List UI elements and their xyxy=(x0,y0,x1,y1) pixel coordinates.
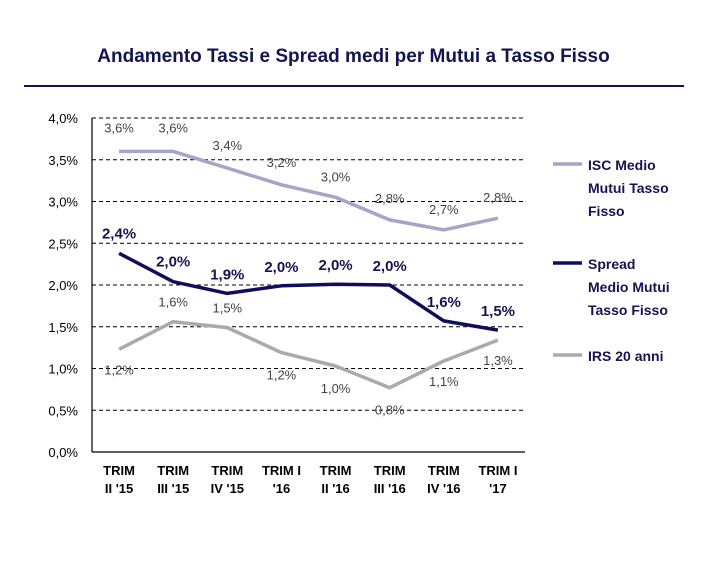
data-label: 1,5% xyxy=(481,303,515,320)
data-label: 1,5% xyxy=(212,301,242,316)
data-label: 1,2% xyxy=(104,362,134,377)
legend-label: Spread xyxy=(588,256,635,272)
y-tick-label: 1,0% xyxy=(48,362,78,377)
y-tick-label: 2,0% xyxy=(48,278,78,293)
data-label: 0,8% xyxy=(375,403,405,418)
data-label: 1,6% xyxy=(158,295,188,310)
data-label: 1,6% xyxy=(427,294,461,311)
legend-label: ISC Medio xyxy=(588,157,656,173)
y-tick-label: 4,0% xyxy=(48,111,78,126)
x-tick-label: TRIM I xyxy=(478,463,517,478)
data-label: 2,0% xyxy=(156,254,190,271)
chart-title: Andamento Tassi e Spread medi per Mutui … xyxy=(97,46,610,67)
y-tick-label: 0,5% xyxy=(48,403,78,418)
legend-label: Fisso xyxy=(588,203,625,219)
data-label: 2,4% xyxy=(102,225,136,242)
x-tick-label: TRIM xyxy=(428,463,460,478)
x-tick-label: II '15 xyxy=(105,481,133,496)
title-divider xyxy=(24,85,684,87)
legend-label: Medio Mutui xyxy=(588,279,670,295)
data-label: 2,0% xyxy=(373,258,407,275)
legend-label: Tasso Fisso xyxy=(588,302,668,318)
data-label: 2,7% xyxy=(429,202,459,217)
x-tick-label: IV '15 xyxy=(211,481,244,496)
y-tick-label: 3,5% xyxy=(48,153,78,168)
series-line-1 xyxy=(119,149,499,232)
data-label: 1,0% xyxy=(321,381,351,396)
data-label: 1,3% xyxy=(483,353,513,368)
x-tick-label: II '16 xyxy=(321,481,349,496)
data-label: 2,8% xyxy=(483,190,513,205)
x-tick-label: '16 xyxy=(273,481,291,496)
data-label: 1,1% xyxy=(429,374,459,389)
y-tick-label: 1,5% xyxy=(48,320,78,335)
legend-label: IRS 20 anni xyxy=(588,348,663,364)
series-line-3 xyxy=(118,319,499,390)
data-label: 3,2% xyxy=(267,155,297,170)
y-tick-label: 2,5% xyxy=(48,236,78,251)
data-label: 2,8% xyxy=(375,191,405,206)
data-label: 1,2% xyxy=(267,368,297,383)
x-tick-label: TRIM xyxy=(211,463,243,478)
x-tick-label: TRIM xyxy=(320,463,352,478)
x-tick-label: TRIM xyxy=(157,463,189,478)
data-label: 3,0% xyxy=(321,169,351,184)
legend-label: Mutui Tasso xyxy=(588,180,669,196)
series-line-2 xyxy=(118,251,499,332)
x-tick-label: TRIM I xyxy=(262,463,301,478)
data-label: 3,6% xyxy=(104,120,134,135)
data-label: 2,0% xyxy=(318,257,352,274)
x-tick-label: TRIM xyxy=(103,463,135,478)
data-label: 3,4% xyxy=(212,138,242,153)
x-tick-label: III '15 xyxy=(157,481,189,496)
data-label: 1,9% xyxy=(210,266,244,283)
data-label: 3,6% xyxy=(158,120,188,135)
y-tick-label: 3,0% xyxy=(48,195,78,210)
x-tick-label: IV '16 xyxy=(427,481,460,496)
x-tick-label: '17 xyxy=(489,481,507,496)
data-label: 2,0% xyxy=(264,259,298,276)
x-tick-label: III '16 xyxy=(374,481,406,496)
y-tick-label: 0,0% xyxy=(48,445,78,460)
x-tick-label: TRIM xyxy=(374,463,406,478)
